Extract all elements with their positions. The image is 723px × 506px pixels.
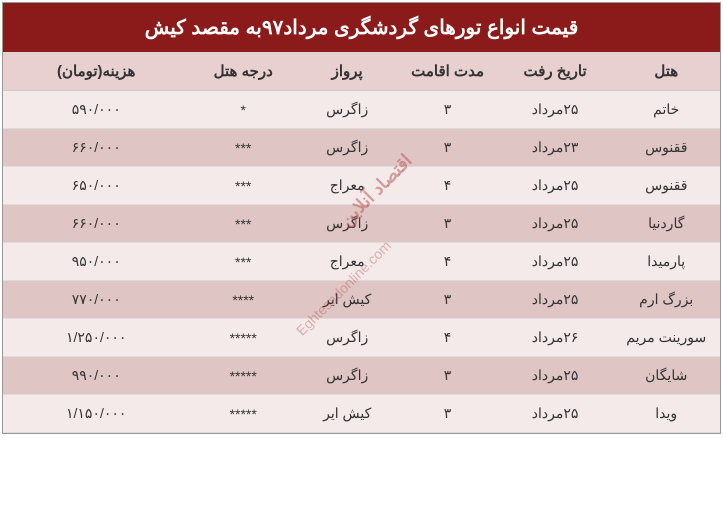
cell-hotel: ققنوس	[612, 129, 720, 167]
tour-price-table: قیمت انواع تورهای گردشگری مرداد۹۷به مقصد…	[2, 2, 721, 434]
cell-hotel: ویدا	[612, 395, 720, 433]
header-row: هتل تاریخ رفت مدت اقامت پرواز درجه هتل ه…	[3, 52, 720, 91]
cell-date: ۲۵مرداد	[498, 167, 613, 205]
cell-duration: ۴	[397, 319, 497, 357]
table-title: قیمت انواع تورهای گردشگری مرداد۹۷به مقصد…	[3, 3, 720, 52]
header-rating: درجه هتل	[189, 52, 297, 91]
cell-hotel: سورینت مریم	[612, 319, 720, 357]
cell-duration: ۳	[397, 357, 497, 395]
cell-hotel: شایگان	[612, 357, 720, 395]
cell-flight: زاگرس	[297, 91, 397, 129]
cell-flight: زاگرس	[297, 319, 397, 357]
header-hotel: هتل	[612, 52, 720, 91]
cell-rating: ***	[189, 243, 297, 281]
cell-rating: ***	[189, 205, 297, 243]
cell-duration: ۳	[397, 205, 497, 243]
table-row: ققنوس۲۵مرداد۴معراج***۶۵۰/۰۰۰	[3, 167, 720, 205]
cell-price: ۷۷۰/۰۰۰	[3, 281, 189, 319]
cell-price: ۶۵۰/۰۰۰	[3, 167, 189, 205]
cell-flight: معراج	[297, 243, 397, 281]
cell-rating: *****	[189, 395, 297, 433]
cell-duration: ۳	[397, 91, 497, 129]
table-row: شایگان۲۵مرداد۳زاگرس*****۹۹۰/۰۰۰	[3, 357, 720, 395]
cell-date: ۲۵مرداد	[498, 395, 613, 433]
header-date: تاریخ رفت	[498, 52, 613, 91]
table-row: بزرگ ارم۲۵مرداد۳کیش ایر****۷۷۰/۰۰۰	[3, 281, 720, 319]
cell-rating: *****	[189, 319, 297, 357]
cell-hotel: ققنوس	[612, 167, 720, 205]
cell-rating: ***	[189, 129, 297, 167]
cell-price: ۶۶۰/۰۰۰	[3, 205, 189, 243]
table-row: پارمیدا۲۵مرداد۴معراج***۹۵۰/۰۰۰	[3, 243, 720, 281]
cell-date: ۲۵مرداد	[498, 281, 613, 319]
cell-date: ۲۳مرداد	[498, 129, 613, 167]
table-body: خاتم۲۵مرداد۳زاگرس*۵۹۰/۰۰۰ققنوس۲۳مرداد۳زا…	[3, 91, 720, 433]
cell-price: ۵۹۰/۰۰۰	[3, 91, 189, 129]
cell-date: ۲۶مرداد	[498, 319, 613, 357]
cell-flight: زاگرس	[297, 205, 397, 243]
cell-rating: ****	[189, 281, 297, 319]
cell-hotel: پارمیدا	[612, 243, 720, 281]
cell-price: ۱/۱۵۰/۰۰۰	[3, 395, 189, 433]
cell-flight: زاگرس	[297, 129, 397, 167]
table-row: گاردنیا۲۵مرداد۳زاگرس***۶۶۰/۰۰۰	[3, 205, 720, 243]
cell-duration: ۳	[397, 281, 497, 319]
cell-duration: ۴	[397, 167, 497, 205]
header-flight: پرواز	[297, 52, 397, 91]
cell-duration: ۳	[397, 129, 497, 167]
header-price: هزینه(تومان)	[3, 52, 189, 91]
header-duration: مدت اقامت	[397, 52, 497, 91]
cell-flight: زاگرس	[297, 357, 397, 395]
cell-date: ۲۵مرداد	[498, 243, 613, 281]
cell-price: ۹۵۰/۰۰۰	[3, 243, 189, 281]
table-row: ویدا۲۵مرداد۳کیش ایر*****۱/۱۵۰/۰۰۰	[3, 395, 720, 433]
cell-price: ۱/۲۵۰/۰۰۰	[3, 319, 189, 357]
cell-rating: ***	[189, 167, 297, 205]
cell-date: ۲۵مرداد	[498, 357, 613, 395]
cell-rating: *****	[189, 357, 297, 395]
cell-flight: معراج	[297, 167, 397, 205]
cell-duration: ۳	[397, 395, 497, 433]
cell-price: ۶۶۰/۰۰۰	[3, 129, 189, 167]
cell-hotel: گاردنیا	[612, 205, 720, 243]
price-table: هتل تاریخ رفت مدت اقامت پرواز درجه هتل ه…	[3, 52, 720, 433]
table-row: ققنوس۲۳مرداد۳زاگرس***۶۶۰/۰۰۰	[3, 129, 720, 167]
cell-flight: کیش ایر	[297, 281, 397, 319]
table-row: سورینت مریم۲۶مرداد۴زاگرس*****۱/۲۵۰/۰۰۰	[3, 319, 720, 357]
cell-price: ۹۹۰/۰۰۰	[3, 357, 189, 395]
table-row: خاتم۲۵مرداد۳زاگرس*۵۹۰/۰۰۰	[3, 91, 720, 129]
cell-hotel: خاتم	[612, 91, 720, 129]
cell-flight: کیش ایر	[297, 395, 397, 433]
cell-date: ۲۵مرداد	[498, 205, 613, 243]
cell-rating: *	[189, 91, 297, 129]
cell-duration: ۴	[397, 243, 497, 281]
cell-date: ۲۵مرداد	[498, 91, 613, 129]
cell-hotel: بزرگ ارم	[612, 281, 720, 319]
